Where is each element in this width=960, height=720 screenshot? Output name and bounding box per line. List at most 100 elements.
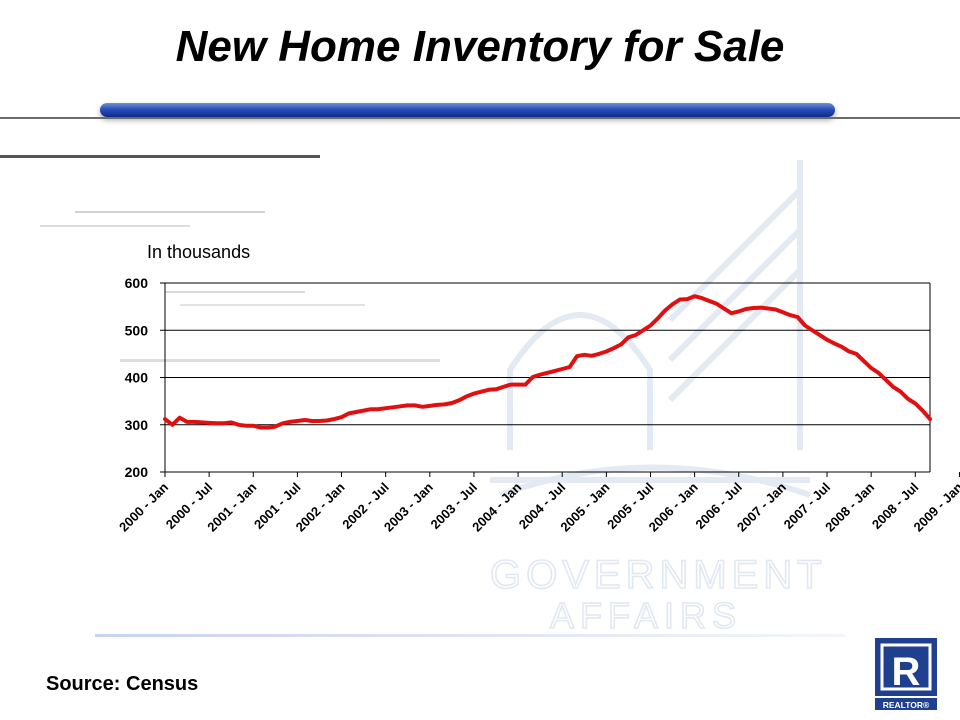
svg-text:R: R <box>892 650 921 694</box>
data-point <box>847 350 851 353</box>
data-point <box>921 409 924 412</box>
data-point <box>178 416 181 419</box>
data-point <box>869 366 873 370</box>
footer-divider <box>95 634 845 637</box>
data-point <box>892 385 895 389</box>
data-point <box>575 355 579 358</box>
data-point <box>347 412 351 415</box>
data-point <box>303 418 306 422</box>
data-point <box>766 307 770 310</box>
data-point <box>193 420 196 424</box>
data-point <box>737 310 740 313</box>
y-tick-label: 600 <box>125 275 149 291</box>
data-point <box>318 419 321 423</box>
data-point <box>340 415 343 419</box>
data-point <box>877 371 880 374</box>
decorative-rule <box>180 304 365 306</box>
data-point <box>811 329 814 332</box>
data-point <box>722 307 726 310</box>
data-point <box>597 352 601 356</box>
data-point <box>568 365 571 369</box>
decorative-rule <box>75 211 265 213</box>
data-point <box>884 378 888 382</box>
data-point <box>509 383 512 386</box>
data-point <box>627 336 630 339</box>
data-point <box>914 402 917 405</box>
data-point <box>789 313 792 317</box>
data-point <box>803 324 807 327</box>
data-point <box>553 369 557 373</box>
data-point <box>222 422 226 425</box>
data-point <box>774 308 777 311</box>
data-point <box>487 388 490 391</box>
data-point <box>296 419 299 423</box>
y-tick-label: 300 <box>125 417 149 433</box>
data-point <box>244 424 248 427</box>
data-point <box>310 419 314 423</box>
data-point <box>266 426 270 429</box>
data-point <box>406 404 409 407</box>
data-point <box>634 333 637 337</box>
decorative-rule <box>40 225 190 227</box>
data-point <box>458 398 461 402</box>
data-point <box>524 383 527 386</box>
data-point <box>369 407 373 411</box>
data-point <box>855 352 858 356</box>
data-point <box>678 298 682 301</box>
data-point <box>362 409 365 412</box>
data-point <box>546 371 549 374</box>
data-point <box>583 353 586 357</box>
data-point <box>693 295 696 298</box>
data-point <box>465 395 468 398</box>
data-point <box>516 383 520 386</box>
data-point <box>494 388 498 391</box>
data-point <box>332 417 336 421</box>
data-point <box>561 367 564 371</box>
data-point <box>480 390 483 393</box>
data-point <box>435 403 439 407</box>
data-point <box>899 390 902 393</box>
realtor-logo: R REALTOR® <box>875 638 937 710</box>
data-point <box>252 424 255 427</box>
data-point <box>781 311 785 314</box>
data-point <box>663 309 667 312</box>
data-point <box>708 299 711 303</box>
data-point <box>377 407 380 411</box>
data-point <box>840 345 843 348</box>
decorative-rule <box>120 359 440 362</box>
data-point <box>200 421 203 424</box>
government-affairs-watermark: GOVERNMENT AFFAIRS <box>489 160 827 637</box>
data-point <box>671 303 674 306</box>
data-point <box>833 342 836 345</box>
data-point <box>502 385 505 389</box>
data-point <box>171 423 174 426</box>
svg-text:REALTOR®: REALTOR® <box>883 700 930 710</box>
chart-unit-label: In thousands <box>147 242 251 262</box>
data-point <box>825 338 829 341</box>
data-point <box>450 401 454 405</box>
data-point <box>619 343 623 346</box>
slide-title: New Home Inventory for Sale <box>175 22 785 71</box>
data-point <box>384 407 387 410</box>
data-point <box>443 403 446 406</box>
data-point <box>288 420 292 424</box>
inventory-series-line <box>163 294 932 430</box>
data-point <box>399 405 402 408</box>
data-point <box>928 417 932 421</box>
data-point <box>391 406 395 409</box>
watermark-line-1: GOVERNMENT <box>490 553 827 597</box>
data-point <box>605 350 608 353</box>
data-point <box>744 307 748 311</box>
data-point <box>237 423 240 426</box>
source-note: Source: Census <box>46 673 199 695</box>
data-point <box>796 315 799 319</box>
data-point <box>230 421 233 424</box>
y-tick-label: 200 <box>125 464 149 480</box>
data-point <box>759 306 763 309</box>
data-point <box>612 347 615 350</box>
data-point <box>325 419 329 422</box>
data-point <box>862 359 865 363</box>
data-point <box>715 302 718 305</box>
data-point <box>656 317 660 320</box>
